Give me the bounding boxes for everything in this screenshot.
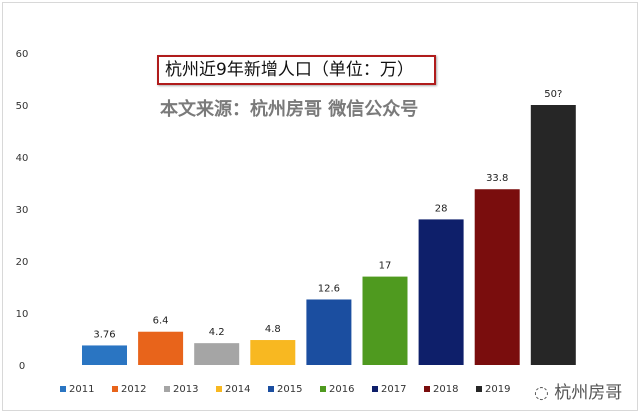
data-label: 28 <box>435 203 448 214</box>
legend-label: 2017 <box>381 384 406 395</box>
legend-swatch <box>424 386 430 392</box>
legend-label: 2014 <box>225 384 250 395</box>
bar-2012 <box>138 331 184 365</box>
legend-swatch <box>164 386 170 392</box>
legend-swatch <box>60 386 66 392</box>
legend-label: 2011 <box>69 384 94 395</box>
legend-label: 2012 <box>121 384 146 395</box>
bar-2016 <box>362 276 408 365</box>
y-tick-label: 20 <box>16 257 29 268</box>
legend-label: 2013 <box>173 384 198 395</box>
data-label: 6.4 <box>153 316 169 327</box>
legend-swatch <box>112 386 118 392</box>
wechat-icon: ◌ <box>534 383 555 403</box>
bar-2019 <box>530 105 576 365</box>
bar-2014 <box>250 340 296 365</box>
legend-swatch <box>216 386 222 392</box>
bar-2015 <box>306 299 352 365</box>
legend-label: 2015 <box>277 384 302 395</box>
legend-swatch <box>268 386 274 392</box>
bar-2017 <box>418 219 464 365</box>
legend-swatch <box>320 386 326 392</box>
bar-2018 <box>474 189 520 365</box>
data-label: 4.8 <box>265 324 281 335</box>
data-label: 3.76 <box>93 329 115 340</box>
y-tick-label: 0 <box>19 361 25 372</box>
y-tick-label: 10 <box>16 309 29 320</box>
y-tick-label: 60 <box>16 49 29 60</box>
data-label: 4.2 <box>209 327 225 338</box>
watermark-text: 杭州房哥 <box>554 383 623 403</box>
y-tick-label: 30 <box>16 205 29 216</box>
chart-title: 杭州近9年新增人口（单位：万） <box>157 55 436 85</box>
chart-subtitle: 本文来源：杭州房哥 微信公众号 <box>160 99 419 120</box>
legend-swatch <box>476 386 482 392</box>
y-tick-label: 40 <box>16 153 29 164</box>
bar-2011 <box>82 345 127 365</box>
legend-label: 2018 <box>433 384 458 395</box>
watermark: ◌ 杭州房哥 <box>534 378 622 403</box>
data-label: 12.6 <box>318 283 340 294</box>
data-label: 17 <box>379 261 392 272</box>
bar-2013 <box>194 343 240 365</box>
data-label: 33.8 <box>486 173 508 184</box>
legend-label: 2019 <box>485 384 510 395</box>
legend-swatch <box>372 386 378 392</box>
legend-label: 2016 <box>329 384 354 395</box>
y-tick-label: 50 <box>16 101 29 112</box>
data-label: 50? <box>544 89 562 100</box>
